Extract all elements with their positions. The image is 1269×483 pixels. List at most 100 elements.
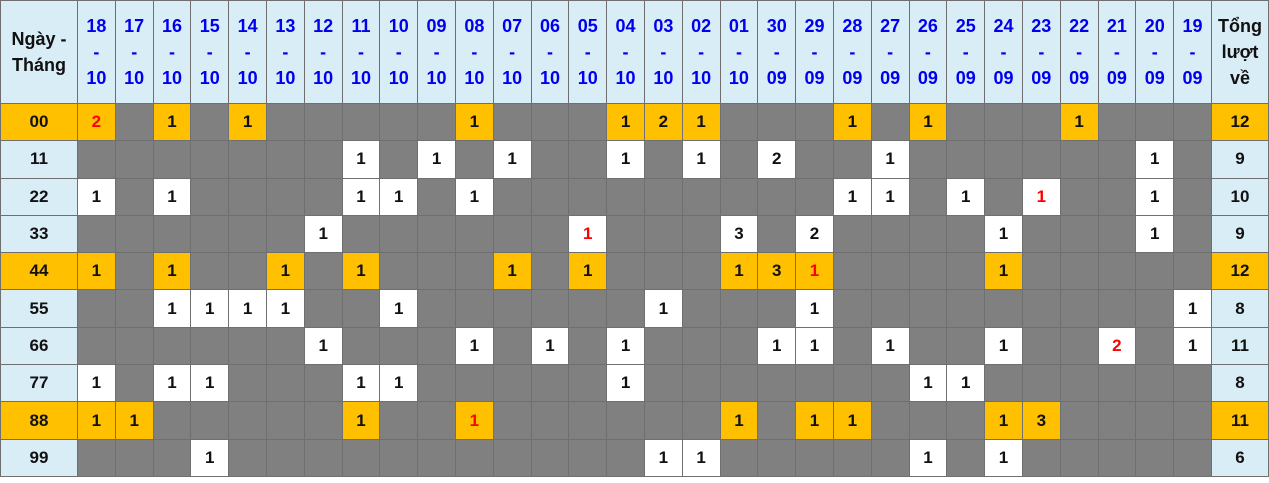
empty-cell [228, 364, 267, 403]
day: 01 [728, 16, 749, 36]
count-cell: 1 [417, 140, 456, 179]
empty-cell [946, 252, 986, 291]
empty-cell [908, 289, 948, 328]
count-cell: 1 [379, 289, 419, 328]
empty-cell [719, 326, 759, 366]
table-row: 77 1 1 1 1 1 1 1 1 8 [0, 364, 1269, 403]
day: 12 [313, 16, 334, 36]
empty-cell [77, 326, 116, 366]
month: 09 [766, 68, 787, 88]
header-date: 14-10 [228, 0, 267, 104]
empty-cell [265, 401, 305, 440]
day: 27 [880, 16, 901, 36]
empty-cell [303, 102, 343, 142]
empty-cell [643, 177, 683, 216]
empty-cell [568, 102, 608, 142]
row-total: 8 [1211, 364, 1269, 403]
empty-cell [757, 289, 797, 328]
month: 10 [86, 68, 107, 88]
empty-cell [1059, 214, 1099, 254]
header-date: 25-09 [946, 0, 986, 104]
empty-cell [681, 364, 721, 403]
count-cell: 1 [77, 252, 116, 291]
row-total: 6 [1211, 438, 1269, 477]
empty-cell [719, 289, 759, 328]
empty-cell [492, 326, 532, 366]
empty-cell [1173, 364, 1212, 403]
count-cell: 1 [1135, 140, 1175, 179]
empty-cell [417, 102, 456, 142]
count-cell: 3 [1021, 401, 1061, 440]
empty-cell [379, 438, 419, 477]
count-cell: 1 [606, 326, 645, 366]
empty-cell [832, 289, 872, 328]
empty-cell [1059, 177, 1099, 216]
count-cell: 1 [606, 102, 645, 142]
empty-cell [1173, 102, 1212, 142]
empty-cell [114, 438, 154, 477]
count-cell: 1 [832, 177, 872, 216]
empty-cell [795, 140, 834, 179]
empty-cell [114, 252, 154, 291]
day: 08 [464, 16, 485, 36]
empty-cell [568, 438, 608, 477]
empty-cell [114, 102, 154, 142]
header-date: 08-10 [454, 0, 494, 104]
count-cell: 1 [454, 177, 494, 216]
empty-cell [795, 438, 834, 477]
empty-cell [114, 214, 154, 254]
empty-cell [228, 214, 267, 254]
empty-cell [417, 401, 456, 440]
month: 09 [1182, 68, 1203, 88]
header-date: 13-10 [265, 0, 305, 104]
row-label: 88 [0, 401, 78, 440]
count-cell: 1 [341, 364, 381, 403]
empty-cell [870, 401, 910, 440]
month: 09 [993, 68, 1014, 88]
day: 05 [577, 16, 598, 36]
count-cell: 2 [795, 214, 834, 254]
table-row: 44 1 1 1 1 1 1 1 3 1 1 12 [0, 252, 1269, 291]
empty-cell [530, 102, 570, 142]
count-cell: 1 [454, 326, 494, 366]
day: 23 [1031, 16, 1052, 36]
empty-cell [681, 177, 721, 216]
empty-cell [908, 214, 948, 254]
header-date: 04-10 [606, 0, 645, 104]
day: 14 [237, 16, 258, 36]
count-cell: 1 [832, 401, 872, 440]
count-cell: 1 [379, 177, 419, 216]
count-cell: 1 [492, 252, 532, 291]
month: 09 [955, 68, 976, 88]
empty-cell [417, 252, 456, 291]
empty-cell [681, 252, 721, 291]
header-date: 21-09 [1097, 0, 1137, 104]
day: 25 [955, 16, 976, 36]
count-cell: 3 [719, 214, 759, 254]
empty-cell [908, 326, 948, 366]
empty-cell [379, 214, 419, 254]
count-cell: 1 [870, 140, 910, 179]
month: 10 [124, 68, 145, 88]
month: 10 [161, 68, 182, 88]
empty-cell [1097, 140, 1137, 179]
empty-cell [190, 140, 230, 179]
header-date: 24-09 [984, 0, 1023, 104]
count-cell: 1 [341, 252, 381, 291]
day: 13 [275, 16, 296, 36]
count-cell: 1 [303, 214, 343, 254]
empty-cell [228, 252, 267, 291]
empty-cell [719, 177, 759, 216]
table-row: 00 2 1 1 1 1 2 1 1 1 1 12 [0, 102, 1269, 142]
empty-cell [946, 438, 986, 477]
empty-cell [1021, 326, 1061, 366]
empty-cell [1059, 252, 1099, 291]
empty-cell [341, 438, 381, 477]
empty-cell [568, 326, 608, 366]
count-cell: 1 [454, 401, 494, 440]
month: 09 [917, 68, 938, 88]
empty-cell [1021, 438, 1061, 477]
empty-cell [1097, 289, 1137, 328]
empty-cell [190, 401, 230, 440]
header-date: 11-10 [341, 0, 381, 104]
